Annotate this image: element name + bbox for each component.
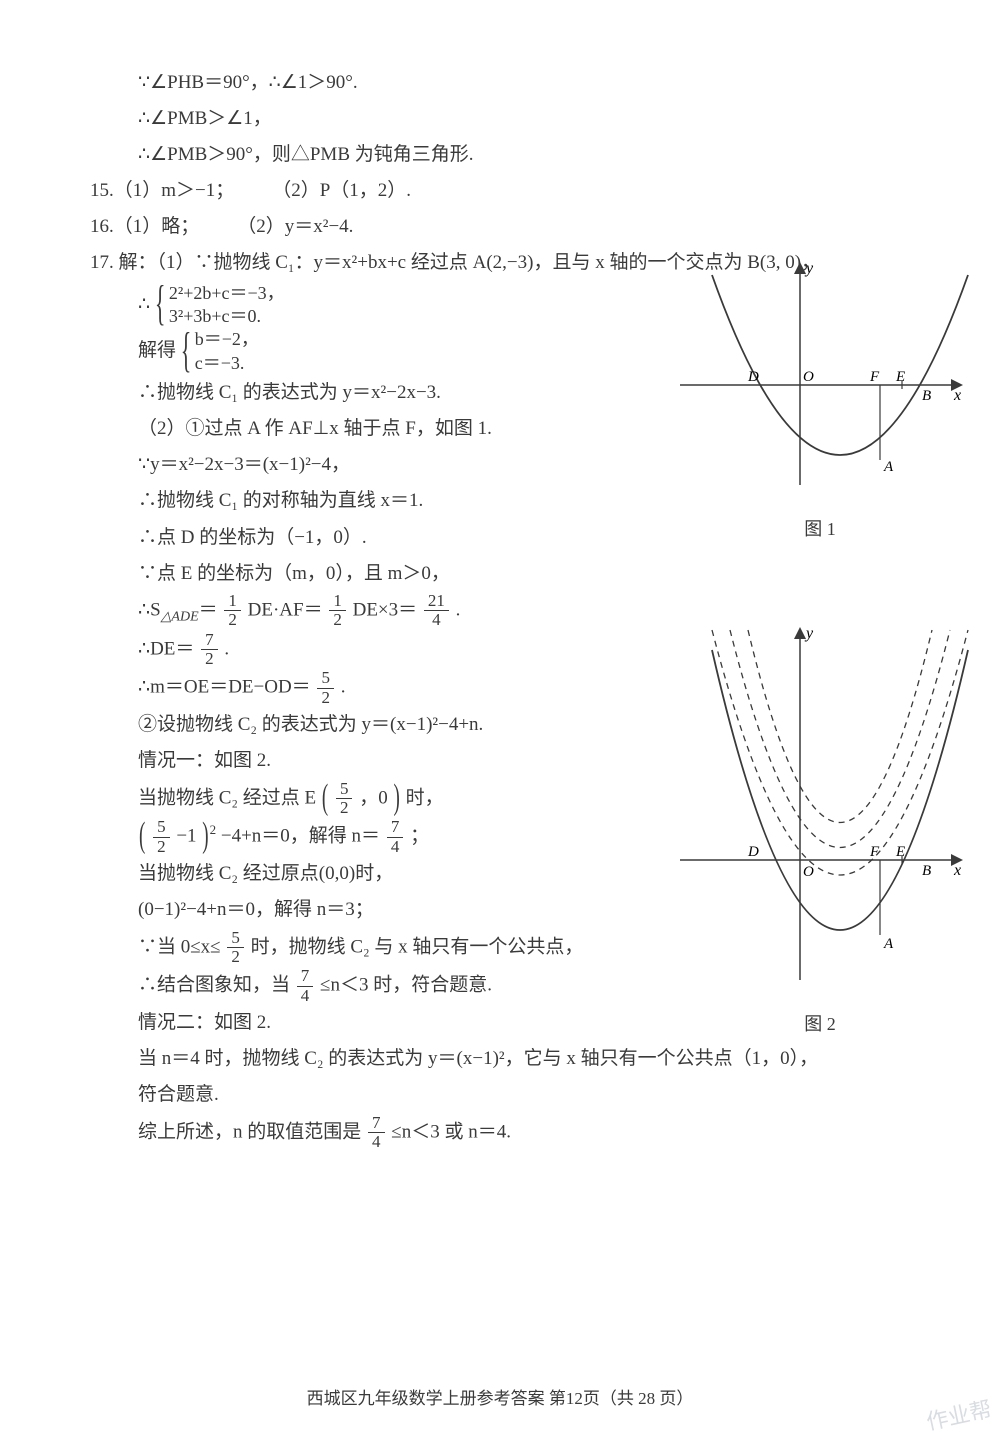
svg-text:O: O	[803, 369, 814, 385]
svg-text:A: A	[883, 936, 894, 952]
svg-text:B: B	[922, 388, 931, 404]
q15: 15.（1）m＞−1； （2）P（1，2）.	[90, 173, 940, 209]
text-line: ∴∠PMB＞90°，则△PMB 为钝角三角形.	[90, 137, 940, 173]
svg-text:y: y	[804, 260, 814, 277]
svg-text:x: x	[953, 387, 961, 404]
svg-text:E: E	[895, 369, 905, 385]
svg-text:x: x	[953, 862, 961, 879]
svg-text:E: E	[895, 844, 905, 860]
text-line: 当 n＝4 时，抛物线 C₂ 的表达式为 y＝(x−1)²，它与 x 轴只有一个…	[90, 1041, 940, 1077]
svg-text:D: D	[747, 844, 759, 860]
page-footer: 西城区九年级数学上册参考答案 第12页（共 28 页）	[0, 1383, 1000, 1415]
text-line: ∵∠PHB＝90°，∴∠1＞90°.	[90, 65, 940, 101]
text-line: 符合题意.	[90, 1077, 940, 1113]
eq-line: b＝−2，	[195, 329, 259, 349]
eq-line: 2²+2b+c＝−3，	[169, 283, 285, 303]
q16: 16.（1）略； （2）y＝x²−4.	[90, 209, 940, 245]
svg-text:y: y	[804, 625, 814, 642]
text-line: ∴∠PMB＞∠1，	[90, 101, 940, 137]
figure-2: y x D O F E B A 图 2	[670, 620, 970, 1041]
final-line: 综上所述，n 的取值范围是 74 ≤n＜3 或 n＝4.	[90, 1114, 940, 1152]
svg-text:O: O	[803, 864, 814, 880]
page-container: ∵∠PHB＝90°，∴∠1＞90°. ∴∠PMB＞∠1， ∴∠PMB＞90°，则…	[0, 0, 1000, 1192]
svg-text:B: B	[922, 863, 931, 879]
svg-text:F: F	[869, 844, 880, 860]
eq-line: c＝−3.	[195, 353, 245, 373]
figure-1-caption: 图 1	[670, 512, 970, 546]
figure-2-caption: 图 2	[670, 1007, 970, 1041]
svg-text:A: A	[883, 459, 894, 475]
svg-text:F: F	[869, 369, 880, 385]
svg-text:D: D	[747, 369, 759, 385]
figure-1: y x D O F E B A 图 1	[670, 255, 970, 546]
text-line: ∵点 E 的坐标为（m，0），且 m＞0，	[90, 556, 940, 592]
